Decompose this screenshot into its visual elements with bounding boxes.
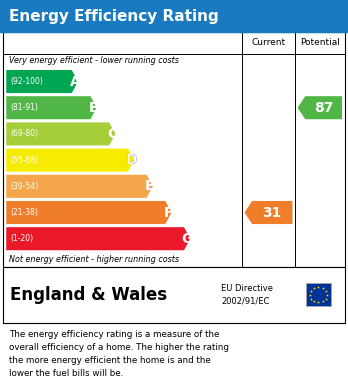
Text: Very energy efficient - lower running costs: Very energy efficient - lower running co… — [9, 56, 179, 66]
Text: (39-54): (39-54) — [10, 182, 39, 191]
Text: England & Wales: England & Wales — [10, 285, 168, 304]
Text: E: E — [145, 179, 155, 193]
Text: (55-68): (55-68) — [10, 156, 39, 165]
Bar — [3, 267, 345, 323]
Text: F: F — [164, 206, 173, 219]
Text: D: D — [125, 153, 137, 167]
Polygon shape — [6, 175, 153, 198]
Bar — [3, 32, 345, 267]
Text: EU Directive
2002/91/EC: EU Directive 2002/91/EC — [221, 284, 273, 305]
Text: (69-80): (69-80) — [10, 129, 39, 138]
Polygon shape — [6, 122, 116, 145]
Polygon shape — [6, 70, 78, 93]
Text: (1-20): (1-20) — [10, 234, 33, 243]
Text: Energy Efficiency Rating: Energy Efficiency Rating — [9, 9, 219, 23]
Text: (81-91): (81-91) — [10, 103, 38, 112]
Text: 31: 31 — [263, 206, 282, 219]
Polygon shape — [6, 201, 172, 224]
Polygon shape — [6, 149, 134, 172]
Polygon shape — [6, 227, 190, 250]
Text: The energy efficiency rating is a measure of the
overall efficiency of a home. T: The energy efficiency rating is a measur… — [9, 330, 229, 378]
Text: Current: Current — [251, 38, 286, 47]
Text: A: A — [70, 75, 80, 88]
Polygon shape — [298, 96, 342, 119]
Text: Not energy efficient - higher running costs: Not energy efficient - higher running co… — [9, 255, 179, 264]
Text: G: G — [181, 232, 193, 246]
Text: D: D — [125, 153, 137, 167]
Text: Potential: Potential — [300, 38, 340, 47]
Text: (21-38): (21-38) — [10, 208, 38, 217]
Text: C: C — [107, 127, 117, 141]
Bar — [306, 283, 331, 307]
Polygon shape — [245, 201, 292, 224]
Bar — [0, 0, 348, 32]
Text: 87: 87 — [314, 101, 333, 115]
Polygon shape — [6, 96, 97, 119]
Text: B: B — [88, 101, 99, 115]
Text: (92-100): (92-100) — [10, 77, 43, 86]
